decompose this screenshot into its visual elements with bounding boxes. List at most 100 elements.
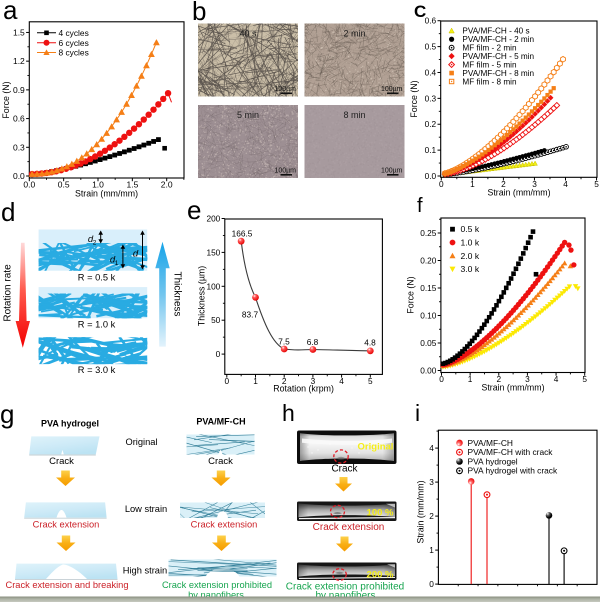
- svg-text:0.2: 0.2: [425, 119, 437, 129]
- svg-text:3: 3: [429, 477, 434, 487]
- svg-text:100µm: 100µm: [381, 86, 403, 93]
- svg-text:Original: Original: [125, 437, 157, 447]
- svg-text:4: 4: [554, 374, 559, 384]
- svg-text:3: 3: [532, 179, 537, 189]
- svg-text:0: 0: [439, 374, 444, 384]
- svg-text:Crack extension: Crack extension: [191, 520, 258, 530]
- svg-text:4: 4: [429, 443, 434, 453]
- svg-text:0.0: 0.0: [425, 171, 437, 181]
- svg-text:83.7: 83.7: [242, 310, 259, 320]
- svg-text:MF film - 8 min: MF film - 8 min: [462, 77, 517, 86]
- svg-text:0.5: 0.5: [58, 180, 70, 190]
- svg-text:1: 1: [115, 260, 119, 267]
- svg-text:8 min: 8 min: [343, 110, 365, 120]
- svg-text:PVA/MF-CH - 8 min: PVA/MF-CH - 8 min: [462, 69, 534, 78]
- svg-text:0.25: 0.25: [420, 228, 437, 238]
- svg-text:5: 5: [582, 374, 587, 384]
- svg-text:4: 4: [339, 376, 344, 386]
- svg-text:2: 2: [429, 511, 434, 521]
- svg-text:Crack: Crack: [208, 456, 233, 467]
- svg-text:0.3: 0.3: [425, 93, 437, 103]
- svg-text:0.0: 0.0: [23, 180, 35, 190]
- svg-text:0.0: 0.0: [13, 171, 25, 181]
- svg-text:100µm: 100µm: [274, 168, 296, 175]
- svg-text:3: 3: [525, 374, 530, 384]
- svg-text:R = 1.0 k: R = 1.0 k: [78, 320, 116, 330]
- svg-text:Strain (mm/mm): Strain (mm/mm): [481, 383, 544, 393]
- svg-text:0.15: 0.15: [420, 283, 437, 293]
- svg-text:d: d: [133, 249, 139, 260]
- svg-text:PVA/MF-CH: PVA/MF-CH: [196, 417, 245, 427]
- svg-text:Crack: Crack: [331, 464, 358, 475]
- svg-text:d: d: [110, 255, 116, 266]
- svg-text:2 min: 2 min: [343, 29, 365, 39]
- svg-text:0: 0: [216, 349, 221, 359]
- svg-text:Low strain: Low strain: [125, 504, 167, 514]
- svg-text:0: 0: [429, 579, 434, 589]
- svg-text:5 min: 5 min: [237, 110, 259, 120]
- svg-text:2: 2: [93, 240, 97, 247]
- svg-text:Force (N): Force (N): [406, 276, 416, 313]
- svg-text:0.05: 0.05: [420, 338, 437, 348]
- svg-text:4 cycles: 4 cycles: [59, 28, 89, 38]
- svg-text:3.0 k: 3.0 k: [461, 264, 480, 274]
- svg-text:b: b: [192, 0, 206, 26]
- svg-text:3: 3: [311, 376, 316, 386]
- svg-text:Crack: Crack: [49, 456, 74, 467]
- svg-text:6.8: 6.8: [307, 337, 319, 347]
- svg-text:f: f: [417, 195, 423, 217]
- svg-text:Strain (mm/mm): Strain (mm/mm): [487, 188, 550, 198]
- svg-text:0.9: 0.9: [13, 85, 25, 95]
- svg-text:Crack extension and breaking: Crack extension and breaking: [6, 580, 129, 590]
- svg-text:Rotation (krpm): Rotation (krpm): [273, 384, 334, 394]
- svg-text:0.20: 0.20: [420, 256, 437, 266]
- svg-text:R = 3.0 k: R = 3.0 k: [78, 365, 116, 375]
- svg-text:100µm: 100µm: [274, 86, 296, 93]
- svg-text:2: 2: [501, 179, 506, 189]
- svg-text:Force (N): Force (N): [1, 81, 11, 118]
- svg-text:Strain (mm/mm): Strain (mm/mm): [75, 189, 138, 199]
- svg-text:1: 1: [470, 179, 475, 189]
- svg-text:100: 100: [206, 281, 220, 291]
- svg-text:0.1: 0.1: [425, 145, 437, 155]
- svg-text:5: 5: [594, 179, 599, 189]
- svg-text:2: 2: [496, 374, 501, 384]
- svg-text:5: 5: [368, 376, 373, 386]
- svg-text:0: 0: [224, 376, 229, 386]
- svg-text:by nanofibers: by nanofibers: [188, 590, 244, 600]
- svg-text:0.6: 0.6: [13, 114, 25, 124]
- svg-text:100µm: 100µm: [381, 168, 403, 175]
- svg-text:d: d: [88, 234, 94, 245]
- svg-text:PVA hydrogel: PVA hydrogel: [41, 419, 99, 429]
- svg-text:2.0 k: 2.0 k: [461, 251, 480, 261]
- svg-text:0.5: 0.5: [425, 42, 437, 52]
- svg-text:0.10: 0.10: [420, 311, 437, 321]
- svg-text:Crack extension prohibited: Crack extension prohibited: [162, 580, 272, 590]
- svg-text:1.2: 1.2: [13, 56, 25, 66]
- svg-text:0.00: 0.00: [420, 366, 437, 376]
- svg-text:0.5 k: 0.5 k: [461, 224, 480, 234]
- svg-text:d: d: [1, 197, 15, 227]
- svg-text:i: i: [415, 400, 420, 426]
- svg-text:PVA/MF-CH: PVA/MF-CH: [468, 438, 513, 448]
- svg-text:Rotation rate: Rotation rate: [3, 264, 14, 322]
- svg-text:100 %: 100 %: [367, 508, 394, 519]
- svg-text:1.5: 1.5: [13, 27, 25, 37]
- svg-text:High strain: High strain: [123, 566, 167, 576]
- svg-text:e: e: [187, 195, 201, 225]
- svg-text:Thickness (µm): Thickness (µm): [197, 266, 207, 326]
- svg-text:0.4: 0.4: [425, 68, 437, 78]
- svg-text:PVA hydrogel with crack: PVA hydrogel with crack: [468, 466, 558, 476]
- svg-text:C: C: [414, 2, 426, 21]
- svg-text:2.0: 2.0: [161, 180, 173, 190]
- svg-text:by nanofibers: by nanofibers: [315, 591, 375, 602]
- svg-text:a: a: [3, 0, 18, 25]
- svg-text:Crack extension: Crack extension: [33, 520, 100, 530]
- svg-text:Crack extension prohibited: Crack extension prohibited: [286, 582, 404, 593]
- svg-text:8 cycles: 8 cycles: [59, 48, 89, 58]
- svg-text:g: g: [0, 399, 14, 429]
- svg-text:PVA/MF-CH - 40 s: PVA/MF-CH - 40 s: [462, 27, 529, 36]
- svg-text:1: 1: [253, 376, 258, 386]
- svg-text:150: 150: [206, 247, 220, 257]
- svg-text:1.0 k: 1.0 k: [461, 238, 480, 248]
